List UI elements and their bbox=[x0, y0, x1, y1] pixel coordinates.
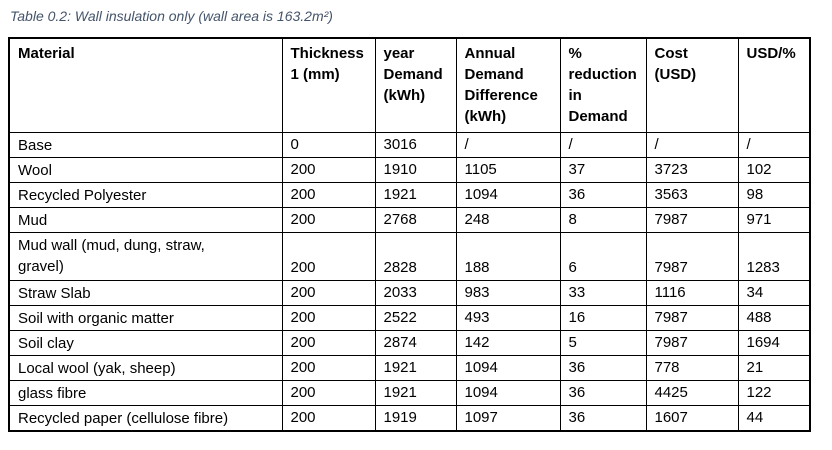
cell-material: Soil with organic matter bbox=[8, 305, 283, 331]
cell-percent-reduction: 36 bbox=[559, 182, 647, 208]
table-row-local-wool: Local wool (yak, sheep) 200 1921 1094 36… bbox=[8, 355, 811, 381]
cell-usd-per-percent: 488 bbox=[737, 305, 811, 331]
cell-year-demand: 1921 bbox=[374, 355, 457, 381]
cell-percent-reduction: 6 bbox=[559, 232, 647, 281]
table-row-mud: Mud 200 2768 248 8 7987 971 bbox=[8, 207, 811, 233]
cell-percent-reduction: 33 bbox=[559, 280, 647, 306]
cell-cost: 7987 bbox=[645, 305, 739, 331]
cell-thickness: 200 bbox=[281, 380, 376, 406]
cell-annual-demand-difference: 188 bbox=[455, 232, 561, 281]
cell-cost: 3563 bbox=[645, 182, 739, 208]
cell-year-demand: 3016 bbox=[374, 132, 457, 158]
wall-insulation-table: Material Thickness 1 (mm) year Demand (k… bbox=[8, 37, 811, 432]
cell-thickness: 200 bbox=[281, 355, 376, 381]
cell-material: Recycled Polyester bbox=[8, 182, 283, 208]
cell-usd-per-percent: 122 bbox=[737, 380, 811, 406]
cell-thickness: 200 bbox=[281, 207, 376, 233]
cell-usd-per-percent: 21 bbox=[737, 355, 811, 381]
cell-usd-per-percent: / bbox=[737, 132, 811, 158]
cell-usd-per-percent: 971 bbox=[737, 207, 811, 233]
cell-annual-demand-difference: 983 bbox=[455, 280, 561, 306]
cell-cost: 7987 bbox=[645, 207, 739, 233]
cell-thickness: 200 bbox=[281, 280, 376, 306]
cell-material: glass fibre bbox=[8, 380, 283, 406]
cell-thickness: 200 bbox=[281, 405, 376, 432]
cell-year-demand: 1910 bbox=[374, 157, 457, 183]
cell-annual-demand-difference: 1094 bbox=[455, 182, 561, 208]
cell-year-demand: 2874 bbox=[374, 330, 457, 356]
cell-year-demand: 2522 bbox=[374, 305, 457, 331]
table-row-soil-clay: Soil clay 200 2874 142 5 7987 1694 bbox=[8, 330, 811, 356]
cell-cost: 1116 bbox=[645, 280, 739, 306]
cell-material: Straw Slab bbox=[8, 280, 283, 306]
cell-material: Wool bbox=[8, 157, 283, 183]
cell-annual-demand-difference: 142 bbox=[455, 330, 561, 356]
cell-percent-reduction: 37 bbox=[559, 157, 647, 183]
cell-usd-per-percent: 1694 bbox=[737, 330, 811, 356]
cell-year-demand: 1919 bbox=[374, 405, 457, 432]
cell-percent-reduction: 8 bbox=[559, 207, 647, 233]
cell-thickness: 200 bbox=[281, 182, 376, 208]
table-row-recycled-paper: Recycled paper (cellulose fibre) 200 191… bbox=[8, 405, 811, 432]
cell-year-demand: 2768 bbox=[374, 207, 457, 233]
column-header-thickness: Thickness 1 (mm) bbox=[281, 37, 376, 133]
cell-cost: 7987 bbox=[645, 232, 739, 281]
cell-thickness: 200 bbox=[281, 157, 376, 183]
cell-usd-per-percent: 102 bbox=[737, 157, 811, 183]
cell-annual-demand-difference: 248 bbox=[455, 207, 561, 233]
cell-cost: 7987 bbox=[645, 330, 739, 356]
cell-usd-per-percent: 34 bbox=[737, 280, 811, 306]
cell-material: Mud wall (mud, dung, straw, gravel) bbox=[8, 232, 283, 281]
table-row-straw-slab: Straw Slab 200 2033 983 33 1116 34 bbox=[8, 280, 811, 306]
cell-annual-demand-difference: 493 bbox=[455, 305, 561, 331]
table-caption: Table 0.2: Wall insulation only (wall ar… bbox=[10, 8, 333, 24]
table-row-mud-wall: Mud wall (mud, dung, straw, gravel) 200 … bbox=[8, 232, 811, 281]
cell-material: Local wool (yak, sheep) bbox=[8, 355, 283, 381]
table-row-base: Base 0 3016 / / / / bbox=[8, 132, 811, 158]
cell-cost: 1607 bbox=[645, 405, 739, 432]
cell-thickness: 200 bbox=[281, 305, 376, 331]
cell-annual-demand-difference: / bbox=[455, 132, 561, 158]
table-header-row: Material Thickness 1 (mm) year Demand (k… bbox=[8, 37, 811, 133]
cell-year-demand: 2033 bbox=[374, 280, 457, 306]
cell-annual-demand-difference: 1097 bbox=[455, 405, 561, 432]
cell-percent-reduction: 36 bbox=[559, 355, 647, 381]
column-header-year-demand: year Demand (kWh) bbox=[374, 37, 457, 133]
cell-cost: 4425 bbox=[645, 380, 739, 406]
cell-usd-per-percent: 98 bbox=[737, 182, 811, 208]
cell-cost: 3723 bbox=[645, 157, 739, 183]
cell-percent-reduction: / bbox=[559, 132, 647, 158]
cell-usd-per-percent: 1283 bbox=[737, 232, 811, 281]
document-page: Table 0.2: Wall insulation only (wall ar… bbox=[8, 8, 811, 432]
cell-annual-demand-difference: 1094 bbox=[455, 380, 561, 406]
cell-percent-reduction: 36 bbox=[559, 380, 647, 406]
cell-annual-demand-difference: 1105 bbox=[455, 157, 561, 183]
column-header-annual-demand-difference: Annual Demand Difference (kWh) bbox=[455, 37, 561, 133]
column-header-material: Material bbox=[8, 37, 283, 133]
cell-material: Mud bbox=[8, 207, 283, 233]
cell-percent-reduction: 5 bbox=[559, 330, 647, 356]
cell-cost: / bbox=[645, 132, 739, 158]
cell-year-demand: 1921 bbox=[374, 380, 457, 406]
cell-year-demand: 1921 bbox=[374, 182, 457, 208]
cell-material: Recycled paper (cellulose fibre) bbox=[8, 405, 283, 432]
cell-material: Base bbox=[8, 132, 283, 158]
cell-thickness: 200 bbox=[281, 232, 376, 281]
cell-thickness: 200 bbox=[281, 330, 376, 356]
cell-usd-per-percent: 44 bbox=[737, 405, 811, 432]
column-header-usd-per-percent: USD/% bbox=[737, 37, 811, 133]
table-row-wool: Wool 200 1910 1105 37 3723 102 bbox=[8, 157, 811, 183]
table-row-recycled-polyester: Recycled Polyester 200 1921 1094 36 3563… bbox=[8, 182, 811, 208]
cell-cost: 778 bbox=[645, 355, 739, 381]
table-row-soil-organic-matter: Soil with organic matter 200 2522 493 16… bbox=[8, 305, 811, 331]
table-row-glass-fibre: glass fibre 200 1921 1094 36 4425 122 bbox=[8, 380, 811, 406]
column-header-cost: Cost (USD) bbox=[645, 37, 739, 133]
cell-material: Soil clay bbox=[8, 330, 283, 356]
cell-percent-reduction: 16 bbox=[559, 305, 647, 331]
cell-thickness: 0 bbox=[281, 132, 376, 158]
cell-annual-demand-difference: 1094 bbox=[455, 355, 561, 381]
cell-percent-reduction: 36 bbox=[559, 405, 647, 432]
cell-year-demand: 2828 bbox=[374, 232, 457, 281]
column-header-percent-reduction: % reduction in Demand bbox=[559, 37, 647, 133]
